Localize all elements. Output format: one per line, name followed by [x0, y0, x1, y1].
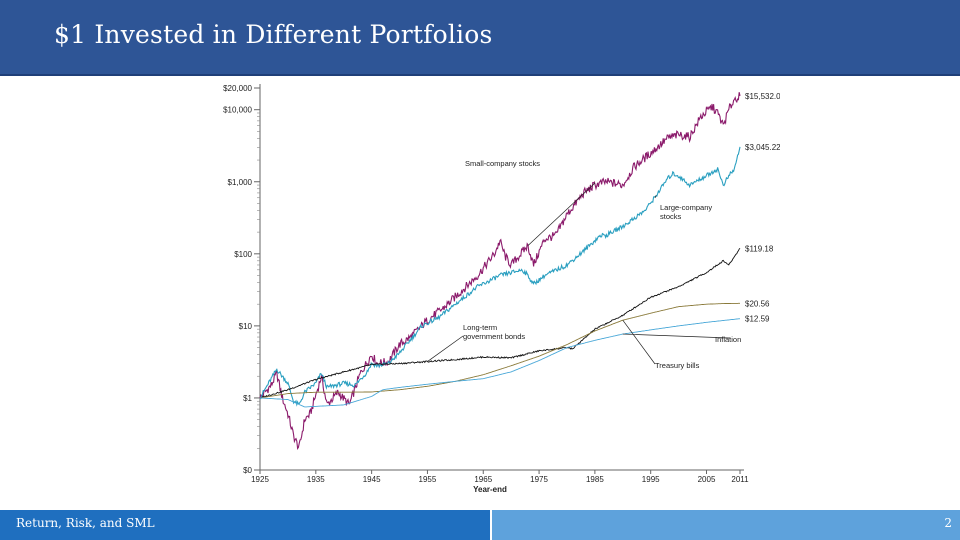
chart-svg: $0 $1 $10 $100 $1,000 $10,000 $20,000 1925 1935 1…: [223, 84, 786, 494]
end-value-label: $15,532.07: [745, 92, 780, 101]
series-line: [259, 318, 741, 408]
y-tick-label: $20,000: [223, 84, 252, 93]
end-value-label: $3,045.22: [745, 143, 780, 152]
annotation-leader: [654, 195, 657, 199]
annotation-leader: [427, 335, 464, 362]
footer-page-bar: 2: [492, 510, 960, 540]
series-line: [259, 92, 741, 450]
series-annotation: Small-company stocks: [465, 159, 540, 168]
page-number: 2: [944, 516, 952, 530]
y-tick-label: $10: [239, 322, 253, 331]
annotation-line: Treasury bills: [655, 361, 700, 370]
y-tick-label: $0: [243, 466, 252, 475]
series-annotation: Large-company stocks: [660, 203, 712, 221]
series-annotation: Treasury bills: [655, 361, 700, 370]
series-annotation: Inflation: [715, 335, 741, 344]
x-axis-label: Year-end: [473, 485, 507, 494]
x-tick-label: 1935: [307, 475, 325, 484]
y-tick-label: $1,000: [228, 178, 253, 187]
chart-series: [259, 92, 741, 450]
series-line: [259, 302, 740, 399]
annotation-line: Small-company stocks: [465, 159, 540, 168]
y-tick-label: $1: [243, 394, 252, 403]
x-tick-label: 1955: [419, 475, 437, 484]
line-chart: $0 $1 $10 $100 $1,000 $10,000 $20,000 1925 1935 1…: [205, 76, 786, 498]
x-tick-label: 2005: [698, 475, 716, 484]
x-tick-label: 1925: [251, 475, 269, 484]
annotation-leader: [622, 319, 656, 365]
annotation-line: stocks: [660, 212, 682, 221]
y-tick-label: $100: [234, 250, 252, 259]
chart-axes: $0 $1 $10 $100 $1,000 $10,000 $20,000 1925 1935 1…: [223, 84, 749, 494]
x-tick-label: 1945: [363, 475, 381, 484]
footer-bar: Return, Risk, and SML: [0, 510, 490, 540]
slide-header: $1 Invested in Different Portfolios: [0, 0, 960, 76]
annotation-line: Inflation: [715, 335, 741, 344]
annotation-line: government bonds: [463, 332, 525, 341]
annotation-line: Long-term: [463, 323, 497, 332]
end-value-label: $119.18: [745, 244, 774, 253]
annotation-leader: [527, 182, 596, 246]
x-tick-label: 1975: [530, 475, 548, 484]
end-value-label: $20.56: [745, 299, 770, 308]
series-annotation: Long-term government bonds: [463, 323, 525, 341]
footer-text: Return, Risk, and SML: [16, 516, 155, 530]
x-tick-label: 1995: [642, 475, 660, 484]
annotation-leader: [622, 333, 731, 339]
chart-labels: $15,532.07 $3,045.22 $119.18 $20.56 $12.59 Sm…: [427, 92, 786, 370]
x-tick-label: 1985: [586, 475, 604, 484]
x-tick-label: 2011: [731, 475, 749, 484]
y-tick-label: $10,000: [223, 106, 252, 115]
series-line: [259, 146, 741, 407]
series-line: [259, 247, 741, 399]
x-tick-label: 1965: [474, 475, 492, 484]
end-value-label: $12.59: [745, 315, 770, 324]
slide-title: $1 Invested in Different Portfolios: [54, 20, 493, 49]
annotation-line: Large-company: [660, 203, 712, 212]
